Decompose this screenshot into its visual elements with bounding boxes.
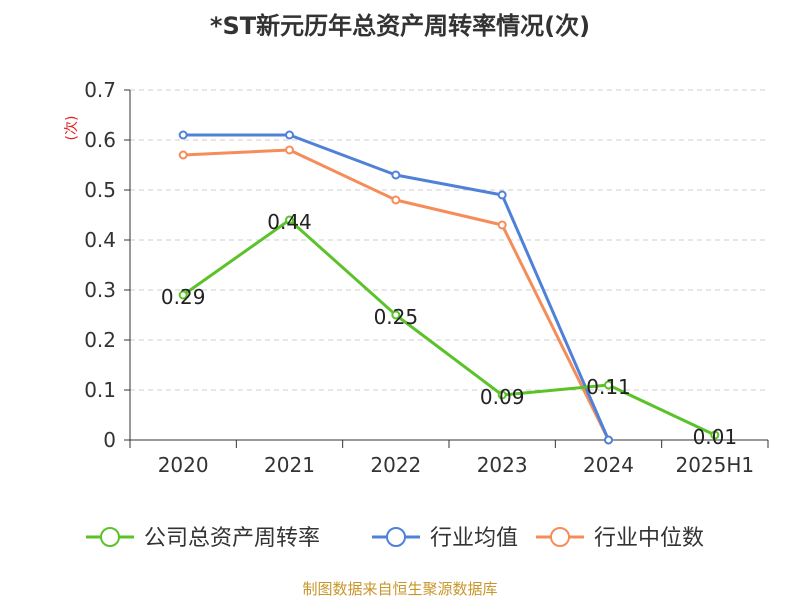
y-tick-label: 0.3: [84, 278, 116, 302]
axes: 0 0.1 0.2 0.3 0.4 0.5 0.6 0.7(次) 2020 2021 2022 202…: [64, 78, 769, 477]
y-tick-label: 0.4: [84, 228, 116, 252]
data-point: [710, 430, 720, 440]
data-point: [497, 390, 507, 400]
legend-label: 公司总资产周转率: [144, 526, 320, 551]
data-point: [178, 290, 188, 300]
x-tick-label: 2020: [158, 453, 209, 477]
data-label: 0.01: [693, 425, 738, 449]
data-label: 0.25: [374, 305, 419, 329]
data-point: [178, 130, 188, 140]
legend-marker: [100, 527, 120, 547]
chart-title: *ST新元历年总资产周转率情况(次): [209, 12, 591, 40]
y-tick-label: 0.6: [84, 128, 116, 152]
data-point: [604, 380, 613, 390]
x-tick-label: 2022: [370, 453, 421, 477]
data-point: [285, 215, 294, 225]
series-line: [183, 133, 610, 441]
series-lines: [178, 130, 720, 445]
x-tick-label: 2021: [264, 453, 315, 477]
y-tick-label: 0: [103, 428, 116, 452]
grid-lines: [130, 89, 768, 391]
source-note: 制图数据来自恒生聚源数据库: [302, 580, 498, 598]
legend-label: 行业均值: [430, 526, 518, 551]
data-point: [178, 150, 188, 160]
legend-item[interactable]: 行业中位数: [536, 526, 704, 551]
legend-item[interactable]: 公司总资产周转率: [86, 526, 320, 551]
data-label: 0.09: [480, 385, 525, 409]
legend-item[interactable]: 行业均值: [372, 526, 518, 551]
legend-marker: [550, 527, 570, 547]
legend-label: 行业中位数: [594, 526, 704, 551]
data-label: 0.44: [267, 210, 312, 234]
data-point: [497, 190, 507, 200]
y-axis-label: (次): [64, 116, 80, 141]
data-label: 0.11: [586, 375, 631, 399]
data-labels: 0.29 0.44 0.25 0.09 0.11 0.01: [161, 210, 737, 449]
y-tick-label: 0.5: [84, 178, 116, 202]
data-point: [604, 435, 613, 445]
legend: 公司总资产周转率 行业均值 行业中位数: [86, 526, 704, 551]
data-point: [391, 170, 401, 180]
y-tick-label: 0.7: [84, 78, 116, 102]
data-point: [497, 220, 507, 230]
data-point: [285, 130, 294, 140]
x-tick-label: 2023: [477, 453, 528, 477]
legend-marker: [386, 527, 406, 547]
data-point: [285, 145, 294, 155]
y-tick-label: 0.1: [84, 378, 116, 402]
series-line: [182, 218, 716, 437]
data-point: [391, 310, 401, 320]
x-tick-label: 2025H1: [675, 453, 754, 477]
data-point: [391, 195, 401, 205]
y-tick-label: 0.2: [84, 328, 116, 352]
data-label: 0.29: [161, 285, 206, 309]
x-tick-label: 2024: [583, 453, 634, 477]
